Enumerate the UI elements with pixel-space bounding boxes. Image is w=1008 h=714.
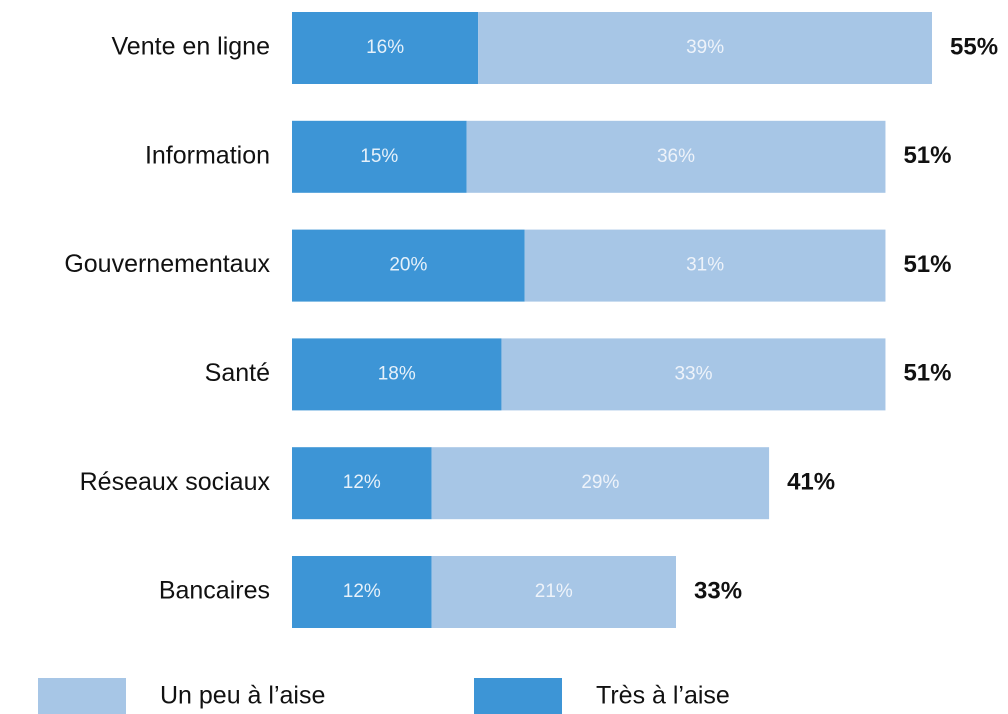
category-label: Information <box>145 141 270 169</box>
total-label: 51% <box>903 251 951 278</box>
bar-segment <box>431 556 676 628</box>
segment-label: 33% <box>674 363 712 384</box>
total-label: 51% <box>903 360 951 387</box>
category-label: Gouvernementaux <box>64 250 270 278</box>
bar-segment <box>292 120 467 193</box>
bar-segment <box>524 229 886 302</box>
segment-label: 36% <box>657 146 695 167</box>
segment-label: 31% <box>686 255 724 276</box>
category-label: Santé <box>205 359 270 387</box>
total-label: 51% <box>903 142 951 169</box>
legend-label: Un peu à l’aise <box>160 682 325 710</box>
bar-segment <box>292 229 525 302</box>
bar-segment <box>292 338 502 411</box>
bar-segment <box>466 120 886 193</box>
legend-swatch <box>38 678 126 714</box>
segment-label: 12% <box>343 581 381 602</box>
segment-label: 16% <box>366 37 404 58</box>
segment-label: 18% <box>378 363 416 384</box>
segment-label: 21% <box>535 581 573 602</box>
total-label: 33% <box>694 577 742 604</box>
category-label: Bancaires <box>159 577 270 605</box>
legend-label: Très à l’aise <box>596 682 730 710</box>
segment-label: 12% <box>343 472 381 493</box>
bar-segment <box>431 447 770 520</box>
bar-segment <box>292 447 432 520</box>
bar-segment <box>292 12 479 84</box>
legend-swatch <box>474 678 562 714</box>
category-label: Vente en ligne <box>112 33 270 61</box>
bar-segment <box>501 338 886 411</box>
segment-label: 20% <box>389 255 427 276</box>
bar-segment <box>478 12 932 84</box>
segment-label: 39% <box>686 37 724 58</box>
total-label: 41% <box>787 469 835 496</box>
total-label: 55% <box>950 33 998 60</box>
category-label: Réseaux sociaux <box>80 468 271 496</box>
bar-segment <box>292 556 432 628</box>
segment-label: 15% <box>360 146 398 167</box>
segment-label: 29% <box>581 472 619 493</box>
